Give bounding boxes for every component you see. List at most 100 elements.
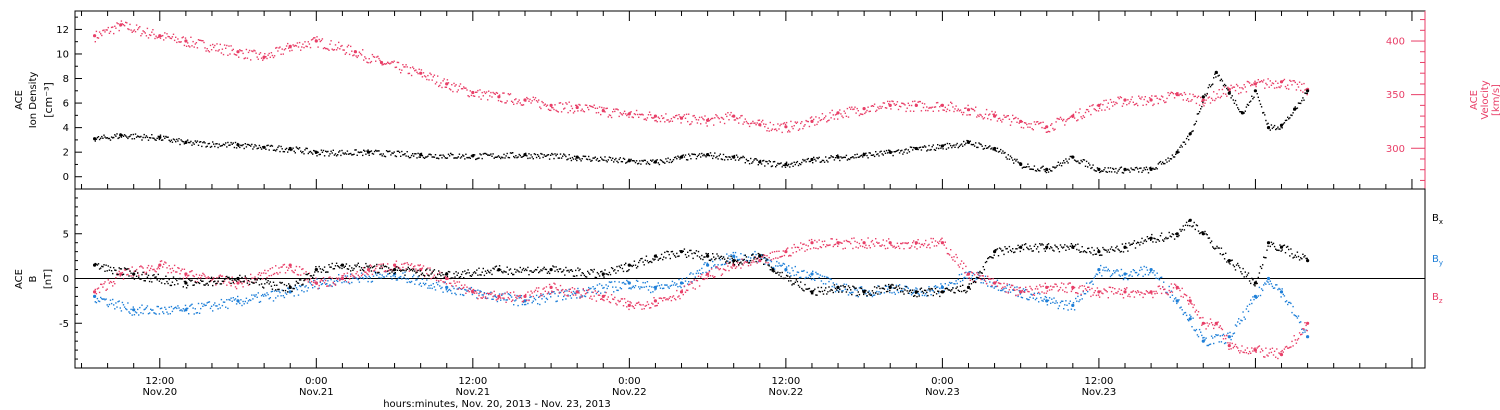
sample-b-y bbox=[1246, 305, 1249, 307]
sample-b-y bbox=[627, 280, 629, 283]
sample-b-x bbox=[228, 276, 230, 279]
sample-ion-density bbox=[591, 159, 593, 162]
sample-velocity bbox=[1070, 115, 1073, 117]
sample-b-x bbox=[272, 281, 275, 283]
sample-velocity bbox=[654, 120, 656, 122]
sample-b-y bbox=[1128, 275, 1130, 277]
sample-ion-density bbox=[780, 162, 782, 164]
sample-ion-density bbox=[1048, 168, 1051, 170]
sample-ion-density bbox=[807, 157, 809, 160]
sample-b-z bbox=[1000, 283, 1002, 285]
sample-ion-density bbox=[351, 154, 353, 156]
density-label-line-2: Ion Density bbox=[28, 72, 39, 129]
sample-b-z bbox=[418, 264, 420, 267]
sample-b-x bbox=[298, 279, 301, 281]
sample-b-y bbox=[1005, 287, 1007, 289]
sample-b-z bbox=[354, 277, 356, 279]
sample-ion-density bbox=[632, 160, 634, 162]
sample-ion-density bbox=[343, 153, 345, 155]
sample-b-x bbox=[328, 264, 330, 266]
sample-velocity bbox=[571, 107, 574, 110]
sample-b-y bbox=[142, 312, 144, 315]
sample-b-z bbox=[782, 250, 784, 252]
sample-velocity bbox=[643, 118, 645, 121]
sample-b-y bbox=[791, 267, 793, 269]
sample-b-z bbox=[1034, 288, 1037, 290]
sample-velocity bbox=[604, 111, 606, 113]
sample-b-z bbox=[143, 271, 145, 273]
sample-ion-density bbox=[277, 146, 279, 149]
sample-ion-density bbox=[1082, 159, 1084, 161]
sample-b-y bbox=[702, 272, 704, 274]
sample-velocity bbox=[655, 119, 657, 122]
sample-velocity bbox=[991, 110, 993, 113]
sample-b-y bbox=[444, 281, 446, 283]
sample-velocity bbox=[414, 70, 416, 72]
sample-b-z bbox=[266, 276, 268, 279]
sample-b-y bbox=[1072, 302, 1075, 304]
sample-b-y bbox=[815, 271, 817, 274]
sample-b-y bbox=[1082, 291, 1084, 293]
sample-velocity bbox=[964, 107, 966, 109]
sample-b-y bbox=[1296, 317, 1299, 319]
sample-b-z bbox=[123, 269, 126, 271]
sample-velocity bbox=[397, 61, 400, 64]
sample-ion-density bbox=[292, 147, 294, 149]
sample-b-z bbox=[1129, 295, 1131, 298]
sample-velocity bbox=[1025, 122, 1027, 124]
sample-ion-density bbox=[1158, 161, 1161, 164]
sample-b-y bbox=[470, 286, 473, 289]
sample-velocity bbox=[742, 123, 744, 125]
sample-b-y bbox=[505, 299, 507, 301]
sample-b-x bbox=[338, 266, 340, 268]
sample-b-x bbox=[340, 264, 342, 267]
sample-ion-density bbox=[1091, 166, 1093, 169]
sample-b-y bbox=[1150, 271, 1152, 273]
sample-velocity bbox=[507, 93, 509, 95]
sample-ion-density bbox=[1251, 95, 1253, 97]
sample-b-z bbox=[635, 302, 638, 304]
sample-ion-density bbox=[668, 161, 670, 164]
sample-b-y bbox=[446, 290, 449, 293]
point-velocity bbox=[93, 34, 97, 38]
sample-b-x bbox=[237, 277, 239, 280]
sample-b-z bbox=[1142, 296, 1144, 299]
sample-b-y bbox=[437, 283, 439, 286]
sample-b-z bbox=[191, 270, 193, 272]
sample-velocity bbox=[314, 37, 316, 39]
sample-velocity bbox=[806, 120, 808, 123]
sample-ion-density bbox=[301, 151, 303, 154]
sample-b-z bbox=[868, 244, 870, 247]
sample-b-z bbox=[755, 258, 757, 260]
sample-b-z bbox=[476, 292, 478, 294]
sample-ion-density bbox=[688, 153, 690, 155]
sample-ion-density bbox=[367, 149, 369, 151]
sample-b-y bbox=[1080, 294, 1082, 296]
sample-ion-density bbox=[1066, 160, 1068, 162]
sample-b-z bbox=[310, 280, 313, 283]
sample-b-y bbox=[938, 292, 940, 294]
sample-ion-density bbox=[966, 139, 968, 142]
sample-b-y bbox=[1139, 269, 1141, 272]
sample-ion-density bbox=[934, 149, 937, 151]
sample-velocity bbox=[566, 103, 568, 105]
sample-ion-density bbox=[655, 159, 657, 162]
sample-b-y bbox=[1112, 273, 1114, 275]
sample-b-y bbox=[1106, 270, 1108, 272]
sample-b-y bbox=[1281, 288, 1283, 290]
sample-ion-density bbox=[679, 158, 681, 160]
sample-velocity bbox=[846, 107, 849, 110]
sample-b-z bbox=[132, 275, 134, 277]
sample-velocity bbox=[1095, 109, 1098, 112]
sample-velocity bbox=[458, 85, 461, 87]
sample-velocity bbox=[312, 38, 314, 40]
sample-velocity bbox=[364, 56, 366, 58]
sample-b-y bbox=[664, 284, 666, 286]
sample-b-y bbox=[696, 270, 699, 272]
sample-velocity bbox=[1107, 102, 1109, 104]
sample-ion-density bbox=[335, 155, 338, 157]
sample-b-y bbox=[503, 299, 505, 301]
sample-b-y bbox=[947, 284, 950, 286]
sample-velocity bbox=[1160, 95, 1163, 97]
sample-b-z bbox=[1066, 291, 1068, 294]
